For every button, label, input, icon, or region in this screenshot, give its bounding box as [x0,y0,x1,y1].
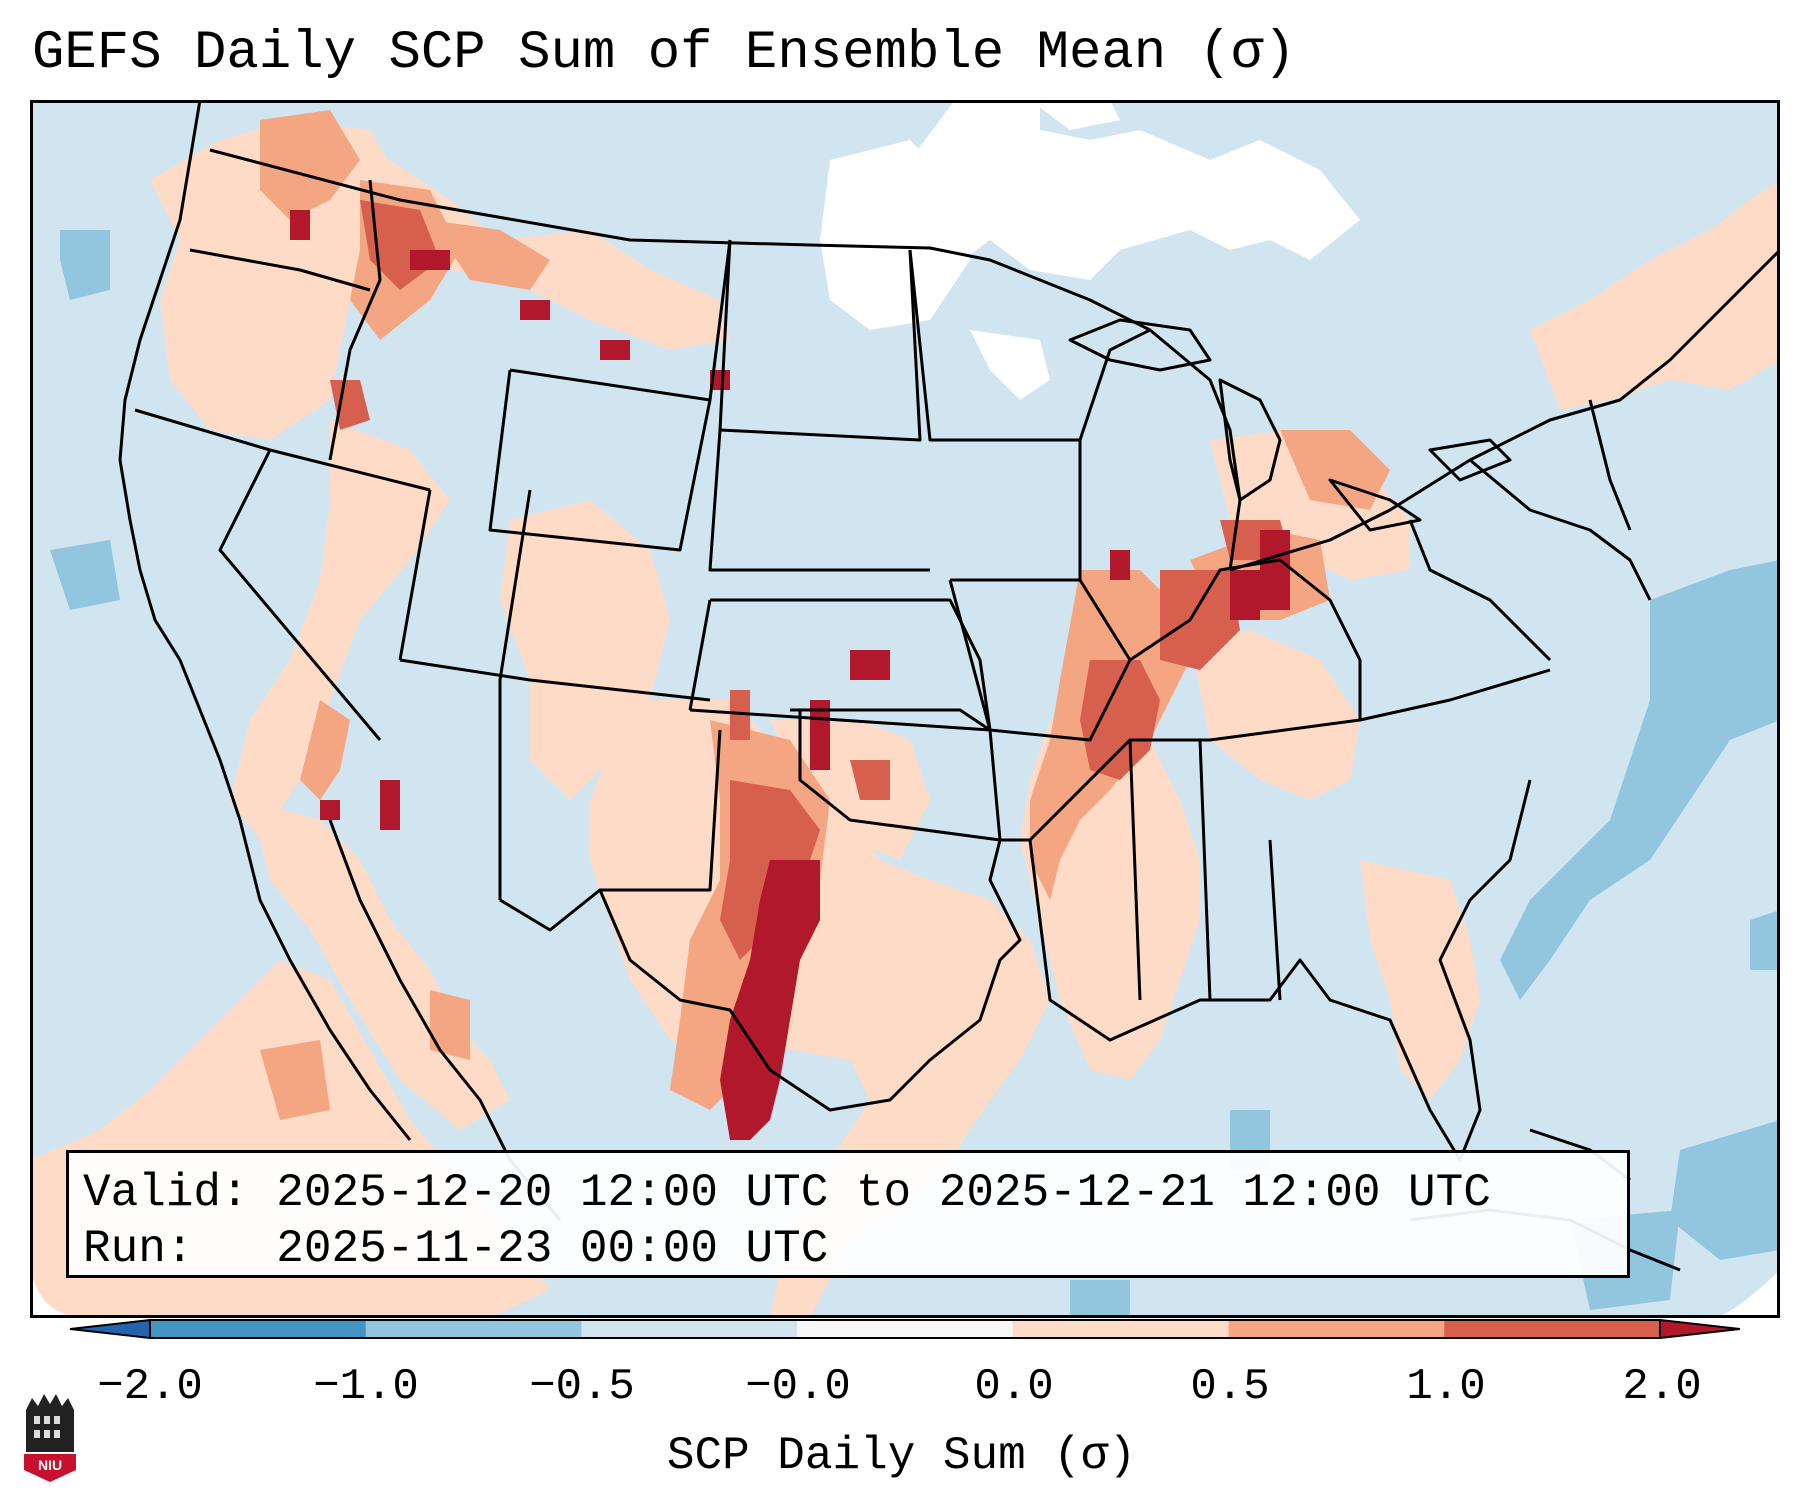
colorbar-tick-label: 1.0 [1406,1362,1486,1412]
colorbar [70,1318,1740,1340]
colorbar-tick-label: −1.0 [313,1362,419,1412]
colorbar-under-arrow [70,1318,151,1340]
map-title: GEFS Daily SCP Sum of Ensemble Mean (σ) [32,23,1296,84]
colorbar-segment [150,1320,367,1338]
valid-label: Valid: [83,1167,249,1219]
colorbar-label: SCP Daily Sum (σ) [666,1430,1137,1482]
colorbar-tick-label: 0.5 [1190,1362,1270,1412]
run-line: Run: 2025-11-23 00:00 UTC [83,1221,1627,1277]
colorbar-segment [1012,1320,1230,1338]
valid-value: 2025-12-20 12:00 UTC to 2025-12-21 12:00… [276,1167,1491,1219]
scp-map [30,100,1780,1318]
run-value: 2025-11-23 00:00 UTC [276,1223,829,1275]
colorbar-segment [797,1320,1014,1338]
very-strong-positive-areas [290,210,1290,1140]
near-zero-patches [820,100,1360,400]
domain-edge-left [30,1250,90,1318]
colorbar-segment [365,1320,582,1338]
colorbar-over-arrow [1659,1318,1740,1340]
domain-edge-right [1710,1270,1780,1318]
colorbar-tick-label: −0.0 [745,1362,851,1412]
colorbar-segment [1444,1320,1661,1338]
niu-logo: NIU [24,1394,76,1482]
colorbar-tick-label: −0.5 [529,1362,635,1412]
colorbar-tick-label: 0.0 [974,1362,1054,1412]
colorbar-segment [581,1320,798,1338]
map-frame [30,100,1780,1318]
colorbar-tick-label: −2.0 [97,1362,203,1412]
validity-info-box: Valid: 2025-12-20 12:00 UTC to 2025-12-2… [66,1150,1630,1278]
colorbar-tick-label: 2.0 [1622,1362,1702,1412]
logo-text: NIU [38,1457,62,1473]
valid-line: Valid: 2025-12-20 12:00 UTC to 2025-12-2… [83,1165,1627,1221]
run-label: Run: [83,1223,194,1275]
colorbar-segment [1228,1320,1445,1338]
borders [118,100,1780,1272]
